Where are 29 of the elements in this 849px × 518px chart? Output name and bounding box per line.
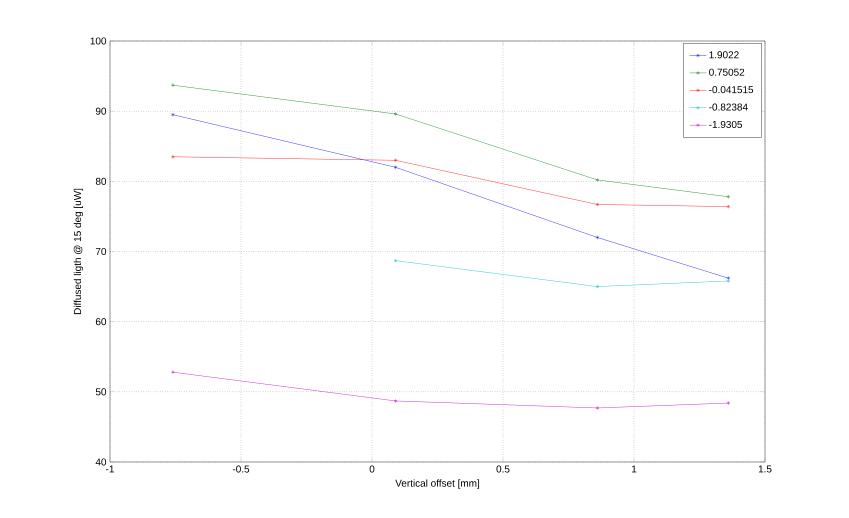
x-tick-label: 0.5: [496, 466, 510, 473]
point: [394, 112, 398, 116]
point: [596, 235, 600, 240]
legend-label: 1.9022: [709, 51, 739, 58]
x-axis-title: Vertical offset [mm]: [395, 479, 480, 489]
point: [596, 178, 600, 182]
x-tick-label: 1.5: [758, 466, 772, 472]
y-tick-label: 60: [96, 318, 106, 326]
point: [394, 398, 398, 403]
point: [394, 158, 398, 162]
x-tick-label: 1: [632, 466, 636, 472]
y-tick-label: 50: [96, 388, 106, 396]
legend-label: 0.75052: [709, 68, 744, 76]
y-tick-label: 100: [90, 37, 106, 45]
x-tick-label: 0: [370, 466, 374, 473]
y-axis-title: Diffused ligth @ 15 deg [uW]: [74, 188, 84, 314]
x-tick-label: -0.5: [232, 466, 250, 473]
legend-label: -0.041515: [709, 86, 754, 94]
x-tick-label: -1: [106, 466, 114, 472]
y-tick-label: 80: [96, 178, 106, 185]
point: [596, 202, 600, 206]
point: [394, 165, 398, 170]
legend-label: -1.9305: [709, 120, 742, 128]
y-tick-label: 40: [96, 458, 106, 466]
y-tick-label: 70: [96, 248, 106, 256]
legend-label: -0.82384: [709, 104, 748, 111]
point: [596, 406, 600, 410]
point: [596, 284, 600, 289]
y-tick-label: 90: [96, 108, 106, 115]
